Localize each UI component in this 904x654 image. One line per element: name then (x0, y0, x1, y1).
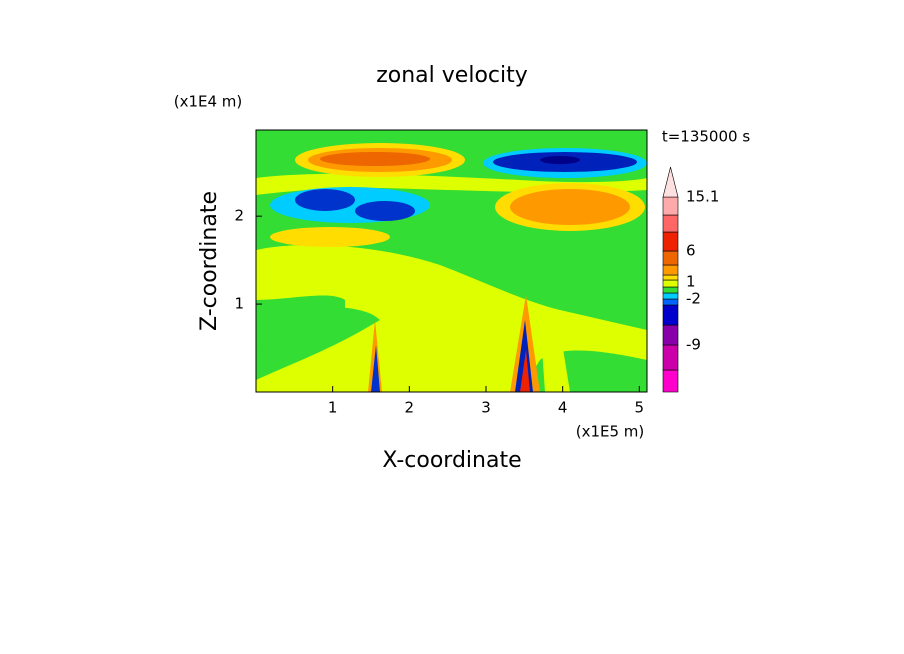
colorbar-box (662, 264, 679, 276)
colorbar-label: 1 (686, 273, 696, 291)
contour-field (256, 130, 647, 392)
y-tick-label: 1 (234, 295, 244, 313)
colorbar-box (662, 279, 679, 288)
colorbar-label: -9 (686, 336, 701, 354)
colorbar-box (662, 250, 679, 266)
x-unit: (x1E5 m) (576, 423, 645, 441)
x-axis-label: X-coordinate (382, 448, 521, 473)
colorbar-label: -2 (686, 290, 701, 308)
colorbar-box (662, 344, 679, 371)
x-tick-label: 4 (558, 399, 568, 417)
plot-frame (255, 129, 648, 393)
x-tick-label: 5 (635, 399, 645, 417)
colorbar-box (662, 196, 679, 216)
colorbar-box (662, 304, 679, 326)
colorbar-box (662, 274, 679, 281)
colorbar-box (662, 298, 679, 306)
colorbar-box (662, 214, 679, 233)
y-tick-label: 2 (234, 207, 244, 225)
y-unit: (x1E4 m) (174, 93, 243, 111)
x-tick-label: 2 (405, 399, 415, 417)
x-tick-label: 3 (481, 399, 491, 417)
x-tick-label: 1 (328, 399, 338, 417)
colorbar-arrow (662, 166, 679, 198)
colorbar-box (662, 292, 679, 300)
colorbar-label: 15.1 (686, 188, 719, 206)
chart-title: zonal velocity (376, 63, 528, 88)
y-axis-label: Z-coordinate (197, 191, 222, 331)
colorbar-box (662, 286, 679, 294)
colorbar-box (662, 369, 679, 393)
colorbar-label: 6 (686, 242, 696, 260)
time-annotation: t=135000 s (662, 128, 750, 146)
colorbar-box (662, 324, 679, 346)
colorbar-box (662, 231, 679, 252)
